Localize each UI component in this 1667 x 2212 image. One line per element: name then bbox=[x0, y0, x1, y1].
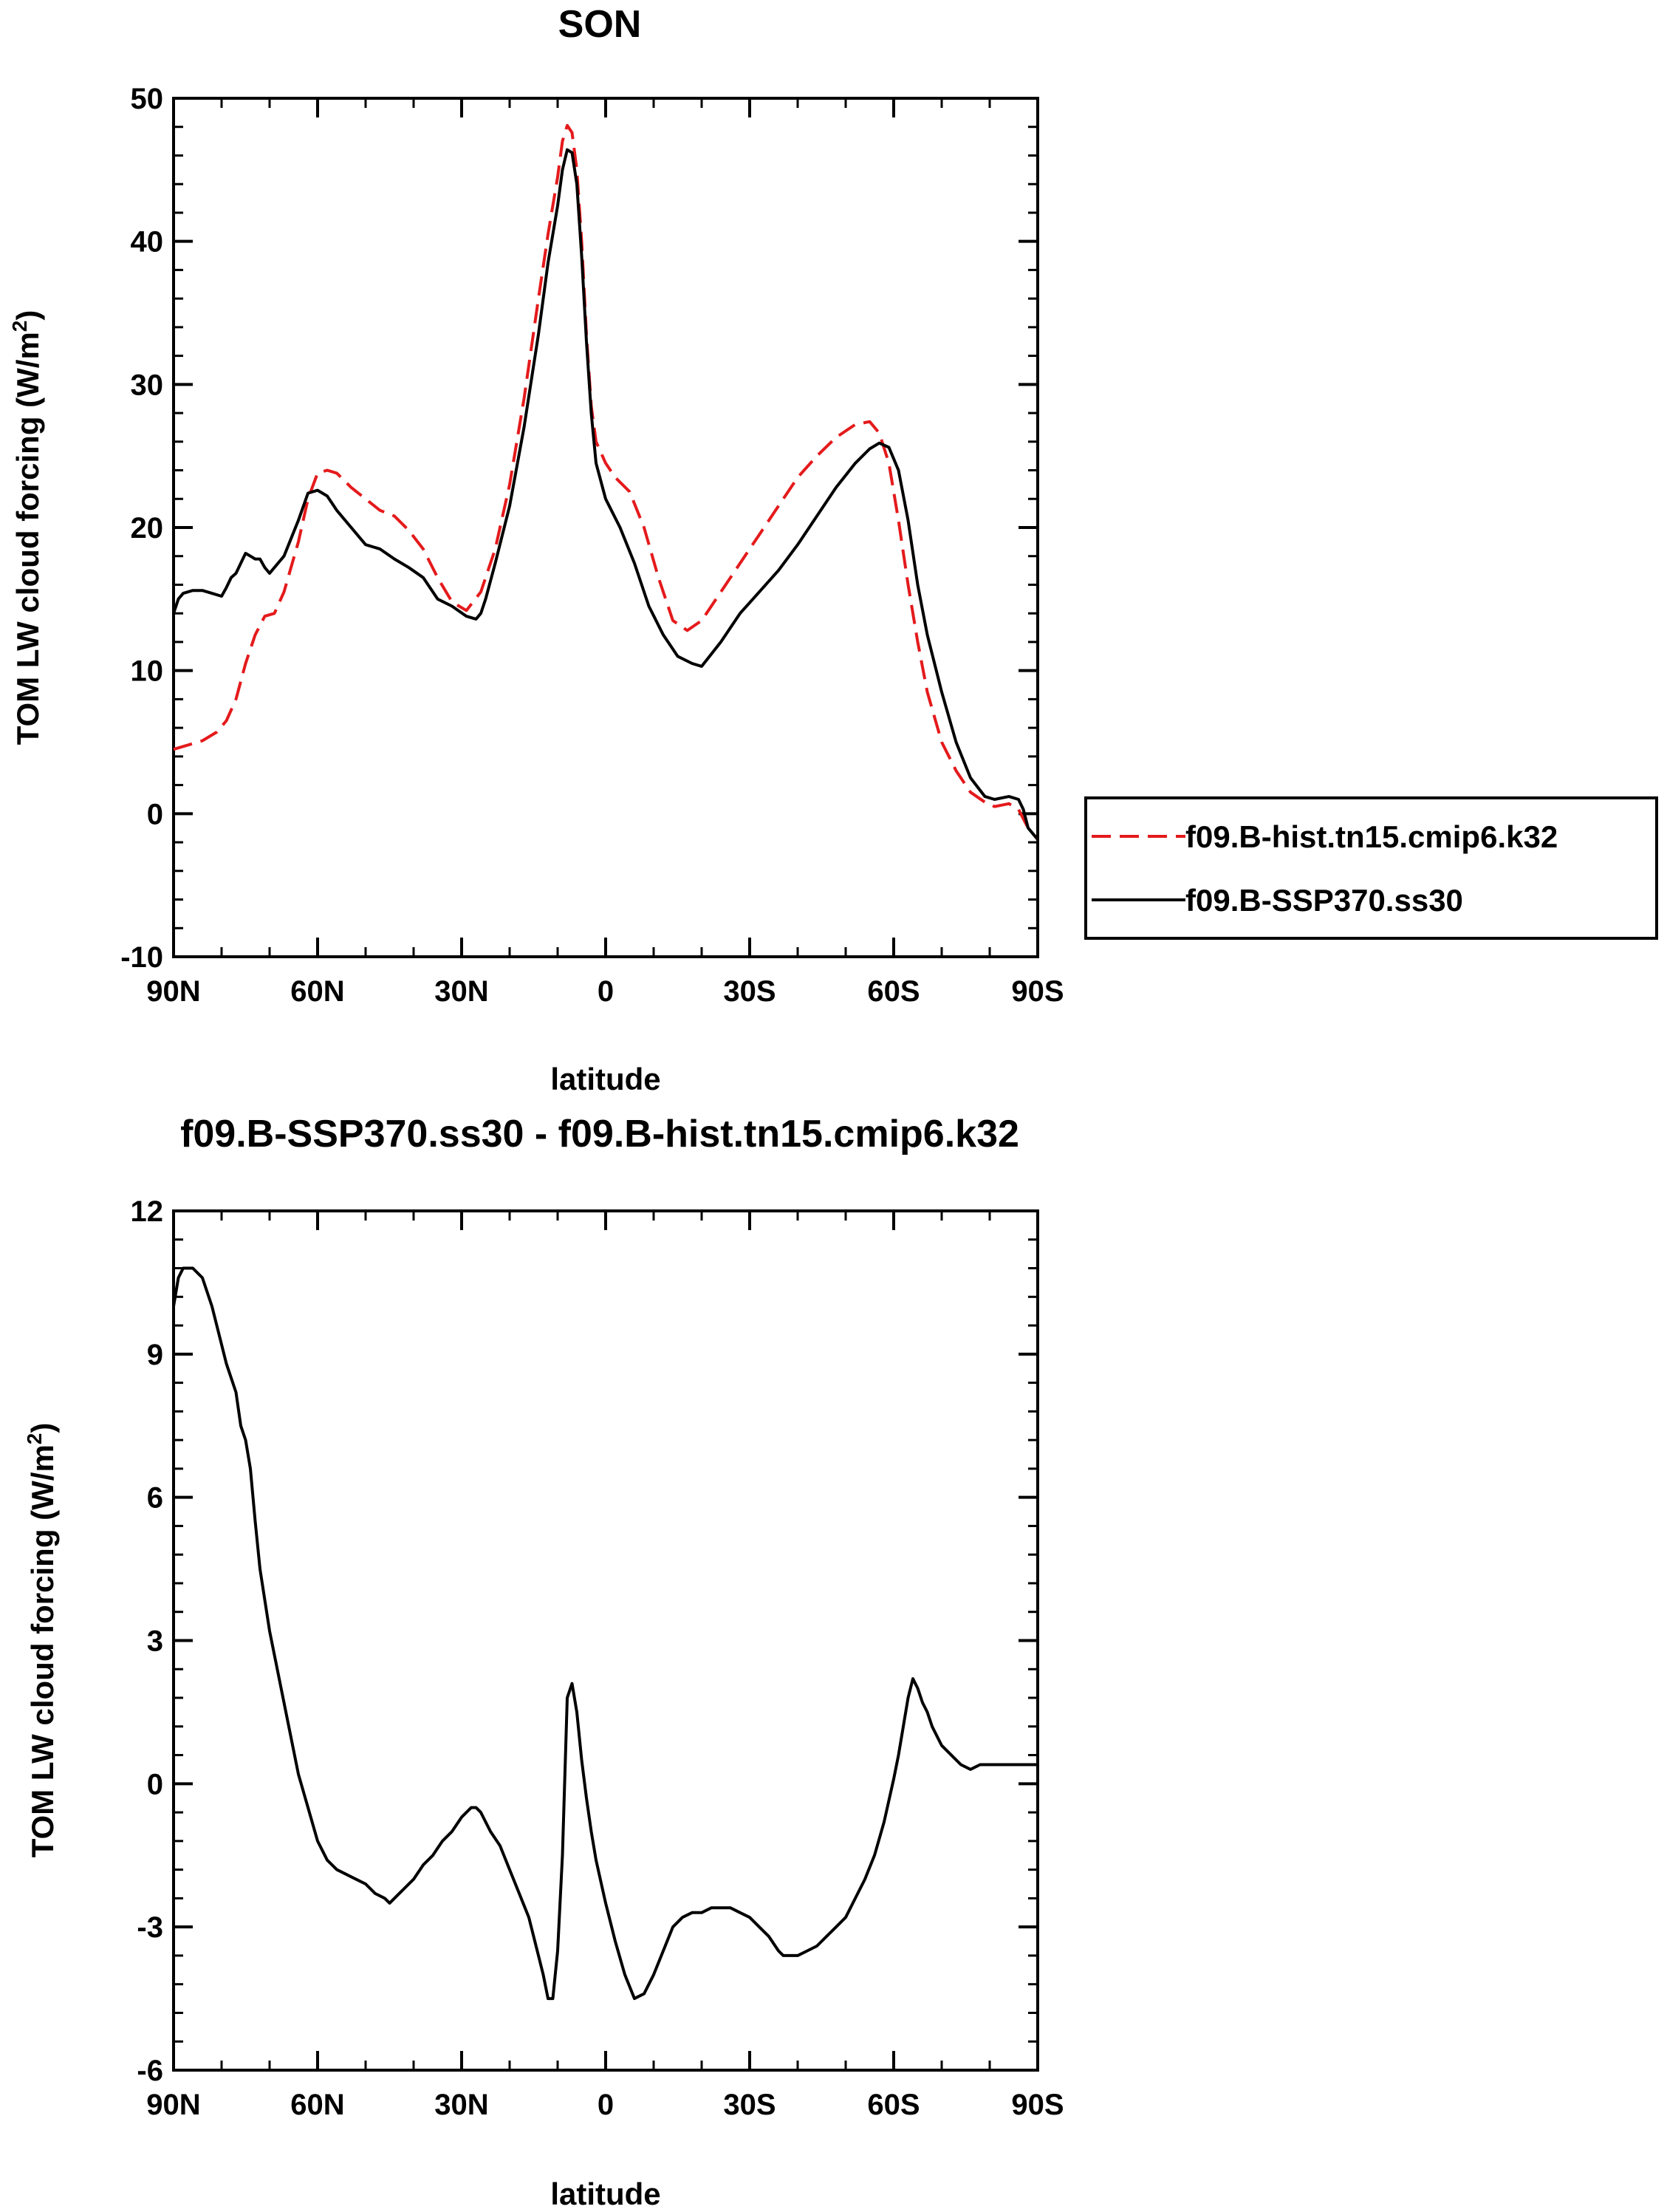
x-tick-label: 0 bbox=[598, 2089, 614, 2121]
x-tick-label: 60N bbox=[290, 975, 344, 1008]
panel-bottom-y-ticks: -6 -3 0 3 6 9 12 bbox=[131, 1195, 1038, 2087]
panel-top-y-ticks: -10 0 10 20 30 40 50 bbox=[120, 83, 1038, 974]
series-line-f09-b-ssp370-ss30 bbox=[172, 148, 1039, 841]
x-tick-label: 30S bbox=[723, 975, 776, 1008]
x-tick-label: 0 bbox=[598, 975, 614, 1008]
y-tick-label: 6 bbox=[147, 1482, 163, 1515]
y-tick-label: 50 bbox=[131, 83, 164, 115]
panel-top-series bbox=[172, 123, 1039, 841]
x-tick-label: 60S bbox=[867, 975, 920, 1008]
y-tick-label: 10 bbox=[131, 655, 164, 688]
y-tick-label: 30 bbox=[131, 369, 164, 401]
panel-top-minor-ticks bbox=[174, 98, 1038, 957]
panel-top-title: SON bbox=[558, 3, 642, 46]
y-tick-label: -10 bbox=[120, 941, 163, 974]
y-tick-label: -3 bbox=[137, 1911, 163, 1944]
legend: f09.B-hist.tn15.cmip6.k32 f09.B-SSP370.s… bbox=[1084, 796, 1658, 940]
y-tick-label: -6 bbox=[137, 2055, 163, 2087]
panel-bottom: f09.B-SSP370.ss30 - f09.B-hist.tn15.cmip… bbox=[23, 1113, 1064, 2211]
panel-top-y-axis-label-sup: 2 bbox=[8, 321, 31, 332]
panel-bottom-title: f09.B-SSP370.ss30 - f09.B-hist.tn15.cmip… bbox=[180, 1113, 1019, 1156]
x-tick-label: 30N bbox=[434, 2089, 488, 2121]
y-tick-label: 40 bbox=[131, 226, 164, 259]
legend-label-ssp370: f09.B-SSP370.ss30 bbox=[1185, 883, 1463, 918]
x-tick-label: 90S bbox=[1011, 2089, 1064, 2121]
x-tick-label: 60N bbox=[290, 2089, 344, 2121]
y-tick-label: 0 bbox=[147, 798, 163, 830]
panel-bottom-y-axis-label-main: TOM LW cloud forcing (W/m bbox=[25, 1444, 60, 1857]
y-tick-label: 20 bbox=[131, 512, 164, 545]
panel-top-x-ticks: 90N 60N 30N 0 30S 60S 90S bbox=[146, 98, 1064, 1008]
series-line-f09-b-hist-tn15-cmip6-k32 bbox=[173, 123, 1039, 841]
y-tick-label: 12 bbox=[131, 1195, 164, 1228]
x-tick-label: 90S bbox=[1011, 975, 1064, 1008]
y-tick-label: 0 bbox=[147, 1768, 163, 1800]
panel-bottom-x-ticks: 90N 60N 30N 0 30S 60S 90S bbox=[146, 1211, 1064, 2121]
x-tick-label: 90N bbox=[146, 2089, 200, 2121]
panel-top-x-axis-label: latitude bbox=[550, 1062, 660, 1096]
panel-top-y-axis-label: TOM LW cloud forcing (W/m2) bbox=[8, 310, 45, 745]
y-tick-label: 9 bbox=[147, 1339, 163, 1371]
legend-box bbox=[1084, 796, 1658, 940]
panel-bottom-y-axis-label-sup: 2 bbox=[23, 1433, 46, 1445]
panel-bottom-plot-frame bbox=[172, 1209, 1039, 2072]
x-tick-label: 30N bbox=[434, 975, 488, 1008]
x-tick-label: 30S bbox=[723, 2089, 776, 2121]
panel-top: SON -10 0 10 20 30 40 50 90N 60N 30N 0 30S 60S 90S l… bbox=[8, 3, 1064, 1096]
legend-label-hist: f09.B-hist.tn15.cmip6.k32 bbox=[1185, 819, 1558, 854]
panel-bottom-minor-ticks bbox=[174, 1211, 1038, 2070]
x-tick-label: 90N bbox=[146, 975, 200, 1008]
panel-bottom-series bbox=[172, 1266, 1038, 2001]
x-tick-label: 60S bbox=[867, 2089, 920, 2121]
panel-top-y-axis-label-close: ) bbox=[10, 310, 45, 321]
y-tick-label: 3 bbox=[147, 1625, 163, 1658]
panel-top-y-axis-label-main: TOM LW cloud forcing (W/m bbox=[10, 332, 45, 745]
panel-bottom-y-axis-label-close: ) bbox=[25, 1423, 60, 1433]
panel-bottom-y-axis-label: TOM LW cloud forcing (W/m2) bbox=[23, 1423, 60, 1858]
panel-bottom-x-axis-label: latitude bbox=[550, 2177, 660, 2211]
series-line-difference bbox=[172, 1266, 1038, 2001]
